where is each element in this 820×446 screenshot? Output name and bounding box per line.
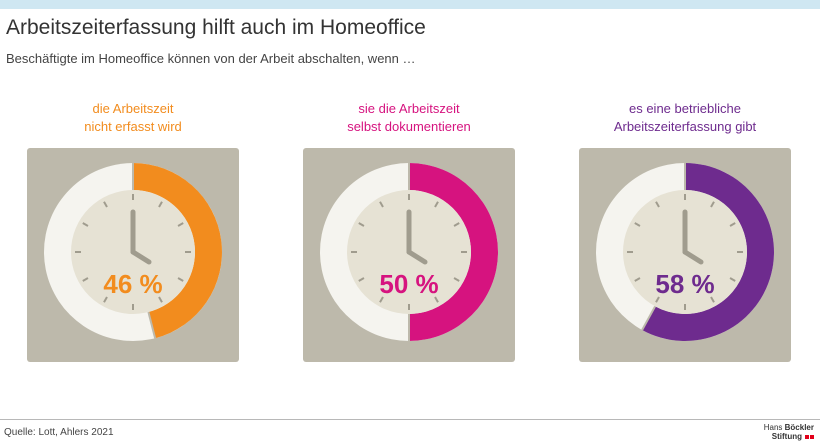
donut-value-arc <box>133 163 222 339</box>
logo-bars-icon <box>804 432 814 441</box>
clock-donut-chart: 50 % <box>320 163 498 341</box>
top-band <box>0 0 820 9</box>
clock-donut-chart: 46 % <box>44 163 222 341</box>
caption-line-1: es eine betriebliche <box>628 101 742 116</box>
chart-subtitle: Beschäftigte im Homeoffice können von de… <box>6 51 416 66</box>
panel-caption: die Arbeitszeit nicht erfasst wird <box>27 100 239 136</box>
clock-tick <box>177 277 184 282</box>
clock-tick <box>103 201 108 208</box>
clock-tick <box>710 201 715 208</box>
clock-tick <box>634 222 641 227</box>
clock-tick <box>379 201 384 208</box>
donut-value-label: 58 % <box>655 269 714 299</box>
clock-hour-hand <box>682 249 704 265</box>
caption-line-1: die Arbeitszeit <box>92 101 174 116</box>
panel-caption: sie die Arbeitszeit selbst dokumentieren <box>303 100 515 136</box>
clock-tick <box>82 222 89 227</box>
caption-line-2: Arbeitszeiterfassung gibt <box>613 119 757 134</box>
clock-tick <box>655 201 660 208</box>
clock-tick <box>158 296 163 303</box>
clock-tick <box>177 222 184 227</box>
footer-divider <box>0 419 820 420</box>
panel-caption: es eine betriebliche Arbeitszeiterfassun… <box>579 100 791 136</box>
clock-tick <box>710 296 715 303</box>
clock-hour-hand <box>406 249 428 265</box>
clock-tick <box>358 277 365 282</box>
donut-panel-3: es eine betriebliche Arbeitszeiterfassun… <box>579 100 791 362</box>
clock-tick <box>158 201 163 208</box>
chart-title: Arbeitszeiterfassung hilft auch im Homeo… <box>6 16 426 39</box>
clock-tick <box>729 222 736 227</box>
clock-tick <box>634 277 641 282</box>
donut-value-arc <box>642 163 774 341</box>
clock-tick <box>434 201 439 208</box>
clock-tick <box>453 222 460 227</box>
donut-panel-1: die Arbeitszeit nicht erfasst wird 46 % <box>27 100 239 362</box>
logo-text-hans: Hans <box>763 423 783 432</box>
donut-panel-2: sie die Arbeitszeit selbst dokumentieren… <box>303 100 515 362</box>
clock-tick <box>453 277 460 282</box>
donut-value-label: 50 % <box>379 269 438 299</box>
clock-tick <box>434 296 439 303</box>
caption-line-2: nicht erfasst wird <box>84 119 182 134</box>
clock-tile: 46 % <box>27 148 239 362</box>
clock-tick <box>82 277 89 282</box>
arc-end-divider <box>147 311 157 339</box>
donut-value-label: 46 % <box>103 269 162 299</box>
clock-tile: 50 % <box>303 148 515 362</box>
source-note: Quelle: Lott, Ahlers 2021 <box>4 427 114 438</box>
caption-line-2: selbst dokumentieren <box>347 119 471 134</box>
clock-tick <box>103 296 108 303</box>
clock-tick <box>729 277 736 282</box>
clock-tick <box>655 296 660 303</box>
arc-end-divider <box>641 305 657 331</box>
clock-hour-hand <box>130 249 152 265</box>
donut-value-arc <box>409 163 498 341</box>
clock-tile: 58 % <box>579 148 791 362</box>
logo-text-boeckler: Böckler <box>784 423 814 432</box>
hans-boeckler-logo: Hans Böckler Stiftung <box>764 423 814 441</box>
logo-text-stiftung: Stiftung <box>771 432 802 441</box>
clock-tick <box>358 222 365 227</box>
clock-tick <box>379 296 384 303</box>
clock-donut-chart: 58 % <box>596 163 774 341</box>
caption-line-1: sie die Arbeitszeit <box>358 101 460 116</box>
